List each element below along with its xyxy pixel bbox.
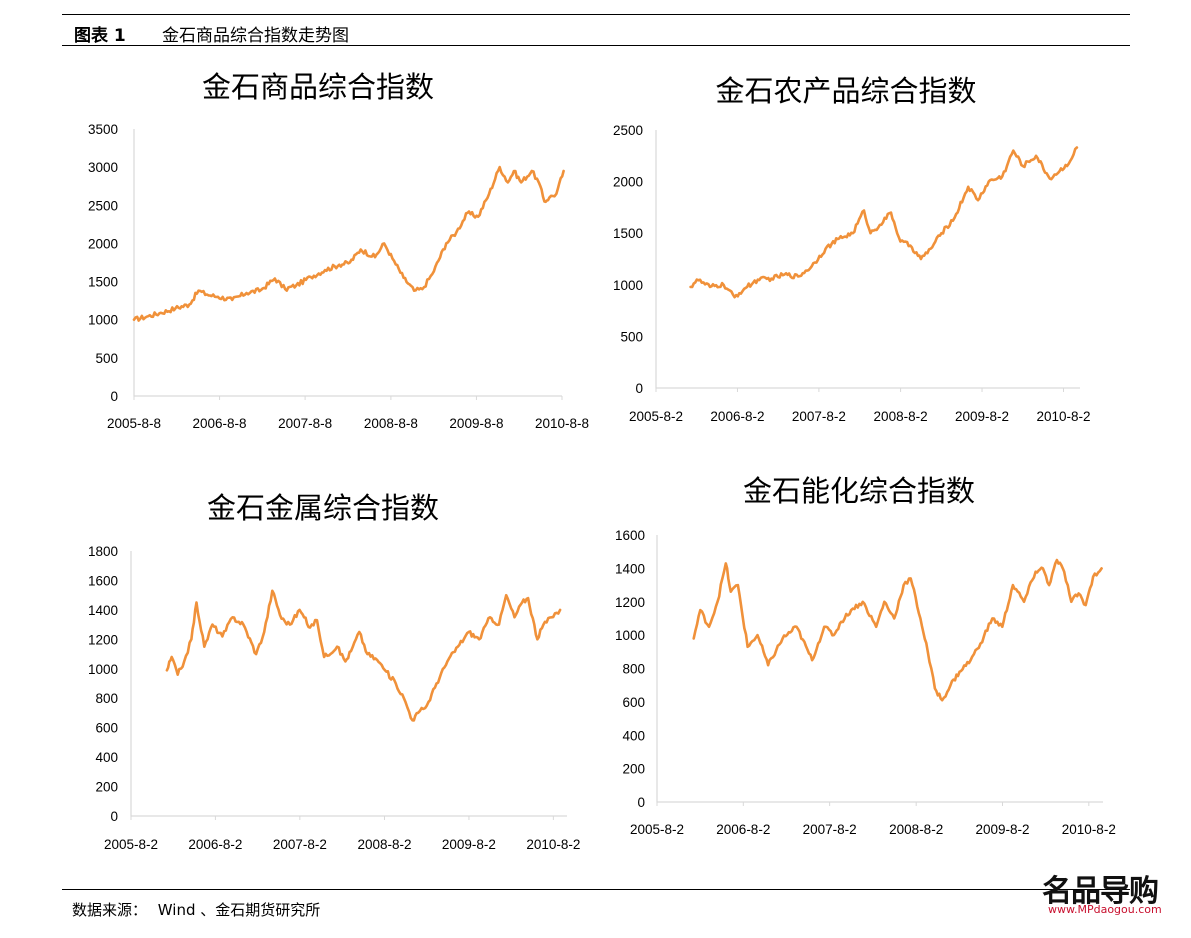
x-tick-label: 2005-8-2 — [629, 409, 683, 424]
y-tick-label: 2000 — [613, 175, 643, 190]
x-tick-label: 2005-8-2 — [104, 837, 158, 852]
axis-lines — [655, 130, 1080, 389]
x-tick-label: 2006-8-8 — [193, 416, 247, 431]
x-tick-label: 2009-8-2 — [442, 837, 496, 852]
y-tick-label: 2500 — [613, 123, 643, 138]
chart-energy: 金石能化综合指数 0 200 400 600 800 1000 1200 1400 1600 200… — [615, 475, 1116, 837]
x-tick-label: 2005-8-8 — [107, 416, 161, 431]
y-tick-label: 1000 — [613, 278, 643, 293]
source-text: Wind 、金石期货研究所 — [157, 901, 321, 919]
y-tick-label: 1800 — [88, 544, 118, 559]
chart-commodity: 金石商品综合指数 0 500 1000 1500 2000 2500 3000 3500 2005… — [88, 71, 589, 431]
x-tick-label: 2008-8-2 — [357, 837, 411, 852]
x-tick-label: 2009-8-8 — [449, 416, 503, 431]
x-tick-label: 2008-8-2 — [889, 822, 943, 837]
watermark-logo: 名品导购 www.MPdaogou.com — [1042, 866, 1172, 926]
axis-lines — [130, 551, 567, 817]
series-line — [165, 589, 562, 722]
y-tick-label: 2000 — [88, 236, 118, 251]
y-tick-label: 1000 — [88, 662, 118, 677]
watermark-url: www.MPdaogou.com — [1048, 903, 1162, 916]
y-tick-label: 0 — [110, 809, 118, 824]
y-tick-label: 500 — [620, 329, 643, 344]
y-tick-label: 1500 — [88, 275, 118, 290]
y-tick-label: 500 — [95, 351, 118, 366]
x-tick-label: 2005-8-2 — [630, 822, 684, 837]
footer-rule — [62, 889, 1130, 890]
figure-label: 图表 1 — [74, 26, 126, 46]
chart-title: 金石农产品综合指数 — [715, 75, 976, 108]
x-tick-label: 2008-8-2 — [874, 409, 928, 424]
series-line — [692, 558, 1103, 702]
y-tick-label: 200 — [95, 780, 118, 795]
y-tick-label: 0 — [635, 381, 643, 396]
x-tick-label: 2010-8-2 — [1062, 822, 1116, 837]
y-tick-label: 1200 — [615, 595, 645, 610]
y-tick-label: 600 — [95, 721, 118, 736]
y-tick-label: 800 — [95, 691, 118, 706]
series-line — [689, 146, 1079, 299]
y-tick-label: 3500 — [88, 122, 118, 137]
y-tick-label: 0 — [110, 389, 118, 404]
x-tick-label: 2010-8-8 — [535, 416, 589, 431]
y-tick-label: 2500 — [88, 198, 118, 213]
x-tick-label: 2007-8-8 — [278, 416, 332, 431]
y-tick-label: 1000 — [88, 313, 118, 328]
y-tick-label: 600 — [622, 695, 645, 710]
x-tick-label: 2006-8-2 — [188, 837, 242, 852]
y-tick-label: 1400 — [615, 561, 645, 576]
x-tick-label: 2009-8-2 — [955, 409, 1009, 424]
x-tick-label: 2007-8-2 — [792, 409, 846, 424]
y-tick-label: 0 — [637, 795, 645, 810]
x-tick-label: 2010-8-2 — [526, 837, 580, 852]
chart-title: 金石商品综合指数 — [202, 71, 434, 104]
y-tick-label: 1600 — [88, 573, 118, 588]
chart-metal: 金石金属综合指数 0 200 400 600 800 1000 1200 1400 1600 180… — [88, 492, 580, 852]
x-tick-label: 2006-8-2 — [710, 409, 764, 424]
source-note: 数据来源： Wind 、金石期货研究所 — [72, 899, 326, 920]
x-tick-label: 2009-8-2 — [975, 822, 1029, 837]
y-tick-label: 1000 — [615, 628, 645, 643]
y-tick-label: 400 — [95, 750, 118, 765]
y-tick-label: 1600 — [615, 528, 645, 543]
y-tick-label: 1400 — [88, 603, 118, 618]
y-tick-label: 3000 — [88, 160, 118, 175]
figure-header: 图表 1 金石商品综合指数走势图 — [62, 14, 1130, 46]
x-tick-label: 2007-8-2 — [273, 837, 327, 852]
series-line — [132, 165, 565, 322]
x-tick-label: 2008-8-8 — [364, 416, 418, 431]
x-tick-label: 2007-8-2 — [803, 822, 857, 837]
figure-title: 金石商品综合指数走势图 — [162, 26, 349, 46]
source-label: 数据来源： — [72, 901, 148, 919]
y-tick-label: 1200 — [88, 632, 118, 647]
x-tick-label: 2010-8-2 — [1036, 409, 1090, 424]
chart-title: 金石金属综合指数 — [207, 492, 439, 525]
chart-title: 金石能化综合指数 — [743, 475, 975, 508]
y-tick-label: 400 — [622, 728, 645, 743]
x-tick-label: 2006-8-2 — [716, 822, 770, 837]
y-tick-label: 1500 — [613, 226, 643, 241]
y-tick-label: 200 — [622, 762, 645, 777]
watermark-text: 名品导购 — [1042, 874, 1159, 909]
y-tick-label: 800 — [622, 662, 645, 677]
chart-agri: 金石农产品综合指数 0 500 1000 1500 2000 2500 2005-8-2 200… — [613, 75, 1091, 424]
